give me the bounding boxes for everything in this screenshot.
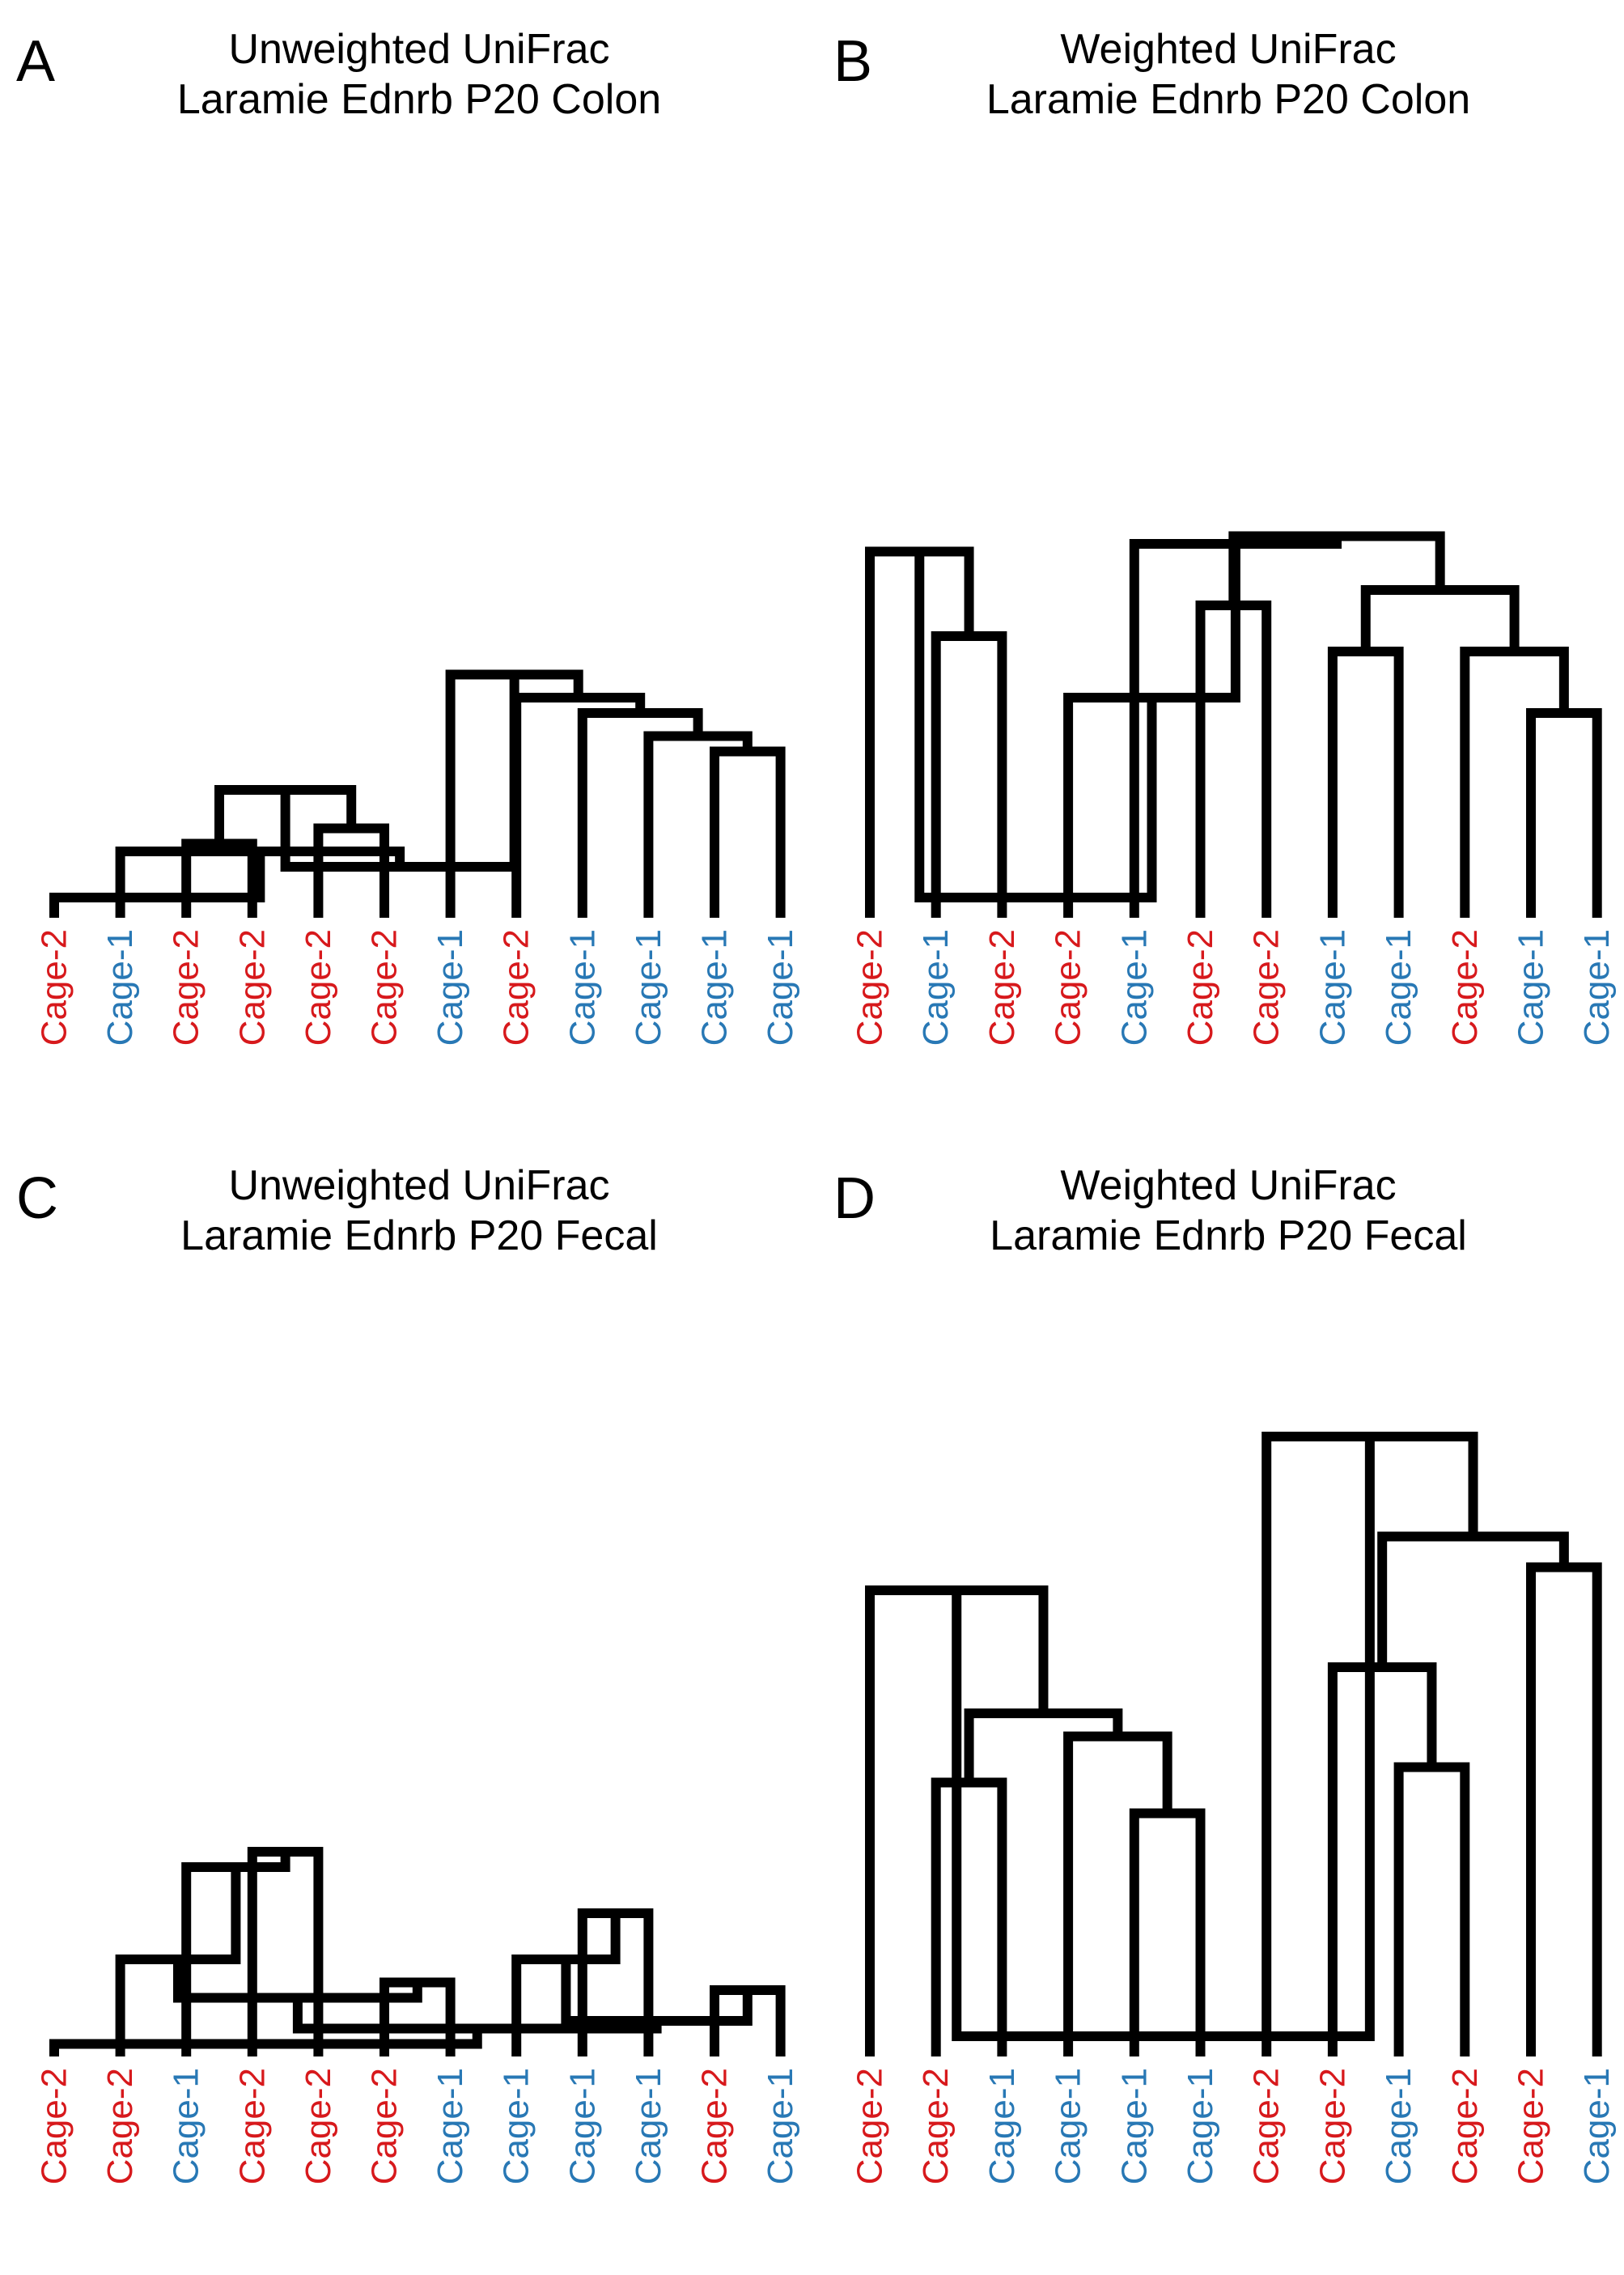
leaf-label: Cage-2: [100, 2068, 140, 2184]
leaf-label: Cage-2: [1181, 929, 1220, 1046]
leaf-label: Cage-2: [167, 929, 206, 1046]
leaf-label: Cage-2: [695, 2068, 735, 2184]
dendrogram-branch: [1526, 1562, 1602, 2056]
leaf-label: Cage-1: [695, 929, 735, 1046]
leaf-label: Cage-1: [100, 929, 140, 1046]
leaf-label: Cage-1: [916, 929, 956, 1046]
panel-title-line-1: Unweighted UniFrac: [228, 26, 609, 73]
leaf-label: Cage-1: [629, 2068, 668, 2184]
dendrogram-branch: [1360, 585, 1520, 656]
leaf-label: Cage-2: [497, 929, 536, 1046]
panel-title-line-1: Unweighted UniFrac: [228, 1162, 609, 1209]
panel-title-line-2: Laramie Ednrb P20 Fecal: [990, 1212, 1467, 1259]
dendrogram-branch: [1393, 1762, 1470, 2056]
leaf-label: Cage-2: [1445, 929, 1485, 1046]
panel-title-line-1: Weighted UniFrac: [1060, 1162, 1396, 1209]
leaf-label: Cage-1: [430, 929, 470, 1046]
leaf-label: Cage-2: [850, 2068, 890, 2184]
dendrogram-branch: [1129, 1808, 1206, 2056]
leaf-label: Cage-2: [35, 929, 74, 1046]
leaf-label: Cage-1: [1049, 2068, 1088, 2184]
panel-letter: B: [833, 29, 872, 94]
leaf-label: Cage-1: [1577, 2068, 1617, 2184]
dendrogram-branch: [1377, 1531, 1569, 1672]
leaf-label: Cage-2: [232, 929, 272, 1046]
panel-letter: D: [833, 1166, 876, 1231]
leaf-label: Cage-1: [1114, 929, 1154, 1046]
dendrogram-branch: [247, 1847, 324, 2056]
leaf-label: Cage-1: [497, 2068, 536, 2184]
leaf-label: Cage-2: [916, 2068, 956, 2184]
dendrogram-branch: [1460, 647, 1569, 918]
leaf-label: Cage-1: [1577, 929, 1617, 1046]
dendrogram-branch: [577, 708, 703, 918]
leaf-label: Cage-1: [562, 929, 602, 1046]
leaf-label: Cage-2: [982, 929, 1022, 1046]
panel-title-line-2: Laramie Ednrb P20 Colon: [986, 76, 1470, 123]
leaf-label: Cage-1: [562, 2068, 602, 2184]
leaf-label: Cage-2: [232, 2068, 272, 2184]
leaf-label: Cage-2: [299, 2068, 338, 2184]
leaf-label: Cage-1: [167, 2068, 206, 2184]
leaf-label: Cage-2: [1512, 2068, 1551, 2184]
dendrogram-branch: [931, 1777, 1007, 2056]
leaf-label: Cage-1: [761, 929, 800, 1046]
leaf-label: Cage-2: [35, 2068, 74, 2184]
dendrogram-branch: [1063, 1731, 1172, 2056]
leaf-label: Cage-1: [1312, 929, 1352, 1046]
leaf-label: Cage-2: [299, 929, 338, 1046]
leaf-label: Cage-2: [1312, 2068, 1352, 2184]
leaf-label: Cage-1: [1379, 2068, 1418, 2184]
leaf-label: Cage-2: [1247, 2068, 1287, 2184]
dendrogram-branch: [710, 746, 786, 918]
panel-title-line-2: Laramie Ednrb P20 Fecal: [180, 1212, 658, 1259]
dendrogram-branch: [49, 2023, 482, 2056]
leaf-label: Cage-1: [1181, 2068, 1220, 2184]
dendrogram-branch: [952, 1432, 1375, 2041]
panel-title-line-1: Weighted UniFrac: [1060, 26, 1396, 73]
panel-letter: A: [16, 29, 55, 94]
dendrogram-branch: [931, 631, 1007, 918]
leaf-label: Cage-2: [1247, 929, 1287, 1046]
leaf-label: Cage-2: [850, 929, 890, 1046]
leaf-label: Cage-2: [1445, 2068, 1485, 2184]
leaf-label: Cage-1: [430, 2068, 470, 2184]
leaf-label: Cage-1: [1379, 929, 1418, 1046]
leaf-label: Cage-2: [1049, 929, 1088, 1046]
dendrogram-branch: [49, 847, 265, 918]
leaf-label: Cage-1: [1512, 929, 1551, 1046]
dendrogram-branch: [914, 546, 1157, 902]
panel-letter: C: [16, 1166, 58, 1231]
leaf-label: Cage-2: [365, 2068, 405, 2184]
leaf-label: Cage-2: [365, 929, 405, 1046]
dendrogram-branch: [1327, 1662, 1437, 2056]
dendrogram-branch: [1327, 647, 1404, 918]
panel-title-line-2: Laramie Ednrb P20 Colon: [177, 76, 661, 123]
leaf-label: Cage-1: [1114, 2068, 1154, 2184]
leaf-label: Cage-1: [761, 2068, 800, 2184]
dendrogram-branch: [643, 731, 753, 918]
dendrogram-branch: [1526, 708, 1602, 918]
leaf-label: Cage-1: [982, 2068, 1022, 2184]
dendrogram-branch: [964, 1708, 1123, 1788]
leaf-label: Cage-1: [629, 929, 668, 1046]
